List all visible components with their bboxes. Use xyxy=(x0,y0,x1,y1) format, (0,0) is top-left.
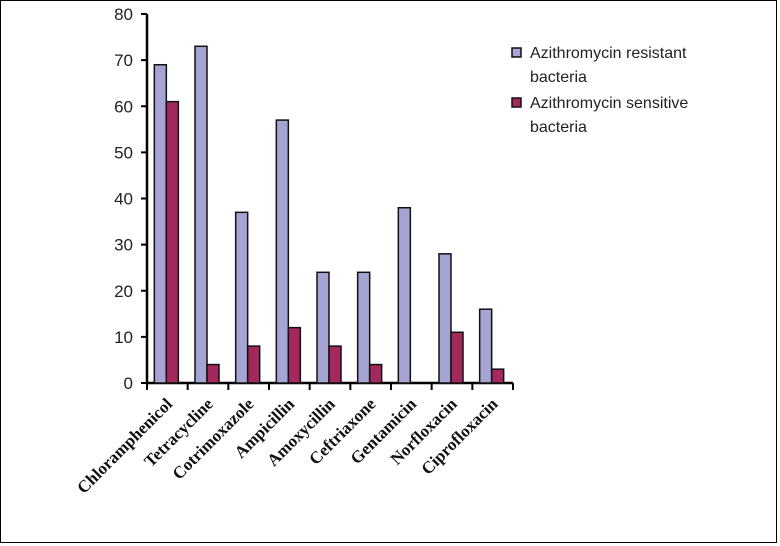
bar-sensitive xyxy=(490,368,505,384)
y-tick-label: 40 xyxy=(114,190,133,209)
bar-resistant xyxy=(316,271,330,384)
bar-sensitive xyxy=(206,363,220,384)
bar-resistant xyxy=(356,271,371,384)
bar-resistant xyxy=(153,63,168,384)
bar-sensitive xyxy=(165,100,180,384)
bar-resistant xyxy=(234,211,249,384)
y-tick-label: 60 xyxy=(114,97,133,116)
legend-label: bacteria xyxy=(530,119,587,136)
legend-swatch xyxy=(511,47,522,58)
y-tick-label: 70 xyxy=(114,51,133,70)
bar-resistant xyxy=(438,253,452,384)
bar-resistant xyxy=(478,308,493,384)
y-tick-label: 50 xyxy=(114,143,133,162)
legend-label: bacteria xyxy=(530,69,587,86)
y-tick-label: 10 xyxy=(114,328,133,347)
bar-resistant xyxy=(275,119,290,384)
y-tick-label: 30 xyxy=(114,236,133,255)
bar-sensitive xyxy=(287,326,302,384)
y-tick-label: 80 xyxy=(114,5,133,24)
bar-sensitive xyxy=(246,345,261,384)
y-tick-label: 20 xyxy=(114,282,133,301)
bar-sensitive xyxy=(450,331,464,384)
legend-label: Azithromycin sensitive xyxy=(530,95,688,112)
bar-sensitive xyxy=(328,345,342,384)
bar-sensitive xyxy=(368,363,383,384)
y-tick-label: 0 xyxy=(124,374,133,393)
legend-label: Azithromycin resistant xyxy=(530,45,687,62)
legend-swatch xyxy=(511,97,522,108)
bar-resistant xyxy=(194,45,208,384)
bar-resistant xyxy=(397,206,412,384)
